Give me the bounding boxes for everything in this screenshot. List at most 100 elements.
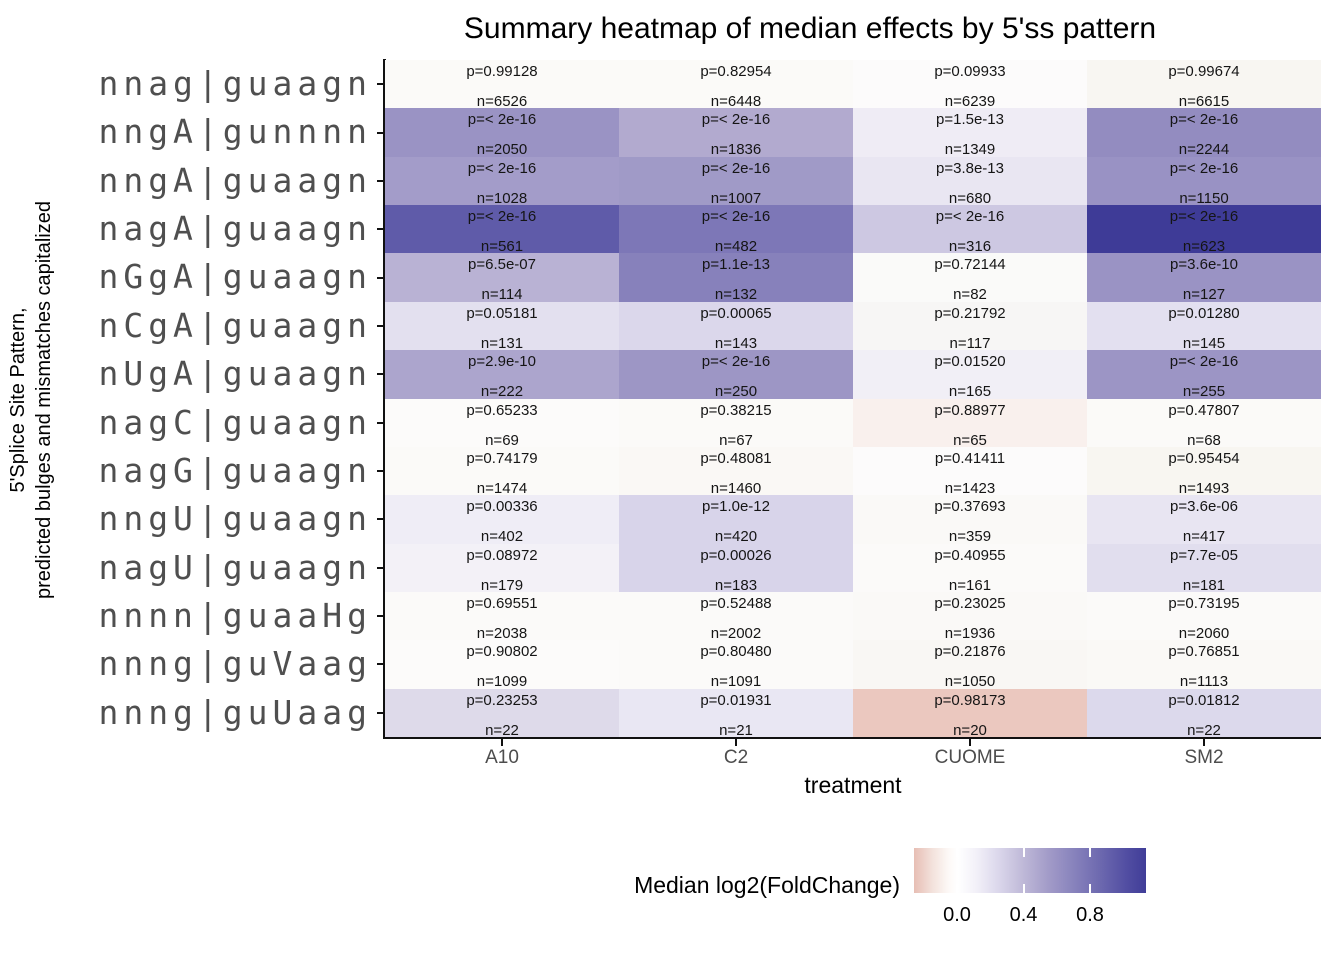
heatmap-cell: p=6.5e-07 n=114 [385,253,619,304]
heatmap-cell: p=0.01520 n=165 [853,350,1087,400]
cell-count: n=1007 [710,189,762,207]
heatmap-cell: p=< 2e-16 n=316 [853,205,1087,256]
cell-count: n=132 [714,286,758,304]
cell-count: n=1113 [1179,673,1229,691]
heatmap-cell: p=1.5e-13 n=1349 [853,108,1087,159]
heatmap-cell: p=< 2e-16 n=1150 [1087,156,1321,207]
heatmap-cell: p=0.98173 n=20 [853,688,1087,739]
cell-pvalue: p=0.74179 [466,449,538,467]
y-axis-label: nCgA|guaagn [98,305,372,345]
x-axis-tick [735,739,737,746]
cell-pvalue: p=< 2e-16 [467,159,537,177]
cell-pvalue: p=< 2e-16 [467,111,537,129]
cell-pvalue: p=0.01812 [1168,691,1240,709]
cell-count: n=316 [948,238,992,256]
y-axis-label: nngA|gunnnn [98,112,372,152]
cell-pvalue: p=0.21876 [934,643,1006,661]
heatmap-cell: p=0.01280 n=145 [1087,301,1321,352]
cell-count: n=1091 [710,673,762,691]
x-axis-title: treatment [804,772,902,798]
y-axis-tick [377,421,385,424]
heatmap-cell: p=2.9e-10 n=222 [385,350,619,400]
x-axis-tick [969,739,971,746]
heatmap-cell: p=3.8e-13 n=680 [853,156,1087,207]
cell-pvalue: p=0.48081 [700,449,772,467]
heatmap-cell: p=1.1e-13 n=132 [619,253,853,304]
cell-pvalue: p=1.5e-13 [936,111,1004,129]
y-axis-title-line1: 5'Splice Site Pattern, [7,307,29,493]
cell-pvalue: p=0.40955 [934,546,1006,564]
cell-count: n=131 [480,334,524,352]
y-axis-label: nngA|guaagn [98,160,372,200]
heatmap-cell: p=0.01812 n=22 [1087,688,1321,739]
heatmap-cell: p=0.40955 n=161 [853,543,1087,594]
y-axis-label: nUgA|guaagn [98,354,372,394]
heatmap-cell: p=0.48081 n=1460 [619,446,853,497]
cell-count: n=161 [948,576,992,594]
cell-count: n=1423 [944,479,996,497]
heatmap-cell: p=0.80480 n=1091 [619,640,853,691]
heatmap-cell: p=1.0e-12 n=420 [619,495,853,545]
cell-count: n=1836 [710,141,762,159]
cell-count: n=6526 [476,93,528,110]
cell-count: n=2002 [710,624,762,642]
cell-count: n=21 [719,721,753,739]
heatmap-cell: p=0.47807 n=68 [1087,398,1321,449]
cell-count: n=417 [1182,528,1226,546]
cell-count: n=6615 [1178,93,1230,110]
y-axis-tick [377,373,385,376]
heatmap-cell: p=0.01931 n=21 [619,688,853,739]
cell-pvalue: p=0.01280 [1168,304,1240,322]
cell-pvalue: p=0.52488 [700,594,772,612]
cell-count: n=1460 [710,479,762,497]
cell-count: n=22 [485,721,519,739]
heatmap-cell: p=3.6e-06 n=417 [1087,495,1321,546]
cell-count: n=1474 [476,479,528,497]
cell-count: n=6448 [710,93,762,110]
cell-count: n=114 [481,286,523,304]
cell-pvalue: p=0.01520 [934,353,1006,371]
y-axis-tick [377,83,385,86]
cell-pvalue: p=< 2e-16 [701,159,771,177]
cell-count: n=2038 [476,624,528,642]
heatmap-cell: p=0.74179 n=1474 [385,446,619,497]
cell-pvalue: p=0.00336 [466,498,538,516]
heatmap-cell: p=0.08972 n=179 [385,543,619,594]
cell-pvalue: p=0.38215 [700,401,772,419]
cell-pvalue: p=0.37693 [934,498,1006,516]
x-axis-label: CUOME [934,747,1006,768]
y-axis-tick [377,711,385,714]
legend-tick [1022,848,1025,857]
cell-count: n=68 [1187,431,1221,449]
cell-pvalue: p=0.23253 [466,691,538,709]
cell-pvalue: p=0.72144 [934,256,1006,274]
heatmap-cell: p=0.69551 n=2038 [385,591,619,642]
cell-count: n=1349 [944,141,996,159]
cell-count: n=183 [714,576,758,594]
cell-count: n=1050 [944,673,996,691]
cell-count: n=127 [1182,286,1226,304]
cell-pvalue: p=0.90802 [466,643,538,661]
heatmap-cell: p=0.95454 n=1493 [1087,446,1321,497]
heatmap-cell: p=< 2e-16 n=255 [1087,350,1321,401]
y-axis-line [383,59,386,739]
y-axis-title: 5'Splice Site Pattern, predicted bulges … [5,50,61,750]
heatmap-cell: p=0.82954 n=6448 [619,60,853,110]
legend-tick-label: 0.4 [1009,904,1038,926]
y-axis-label: nagA|guaagn [98,209,372,249]
cell-count: n=402 [480,528,524,546]
cell-pvalue: p=0.99674 [1168,63,1240,80]
cell-count: n=20 [953,721,987,739]
y-axis-tick [377,228,385,231]
y-axis-tick [377,663,385,666]
cell-count: n=69 [485,431,519,449]
heatmap-cell: p=< 2e-16 n=2050 [385,108,619,158]
cell-pvalue: p=6.5e-07 [468,256,536,274]
cell-count: n=6239 [944,93,996,110]
heatmap-cell: p=0.00065 n=143 [619,301,853,352]
legend-tick-label: 0.0 [943,904,971,926]
cell-count: n=22 [1187,721,1221,739]
y-axis-tick [377,615,385,618]
cell-count: n=255 [1182,383,1226,401]
cell-count: n=1099 [476,673,528,691]
